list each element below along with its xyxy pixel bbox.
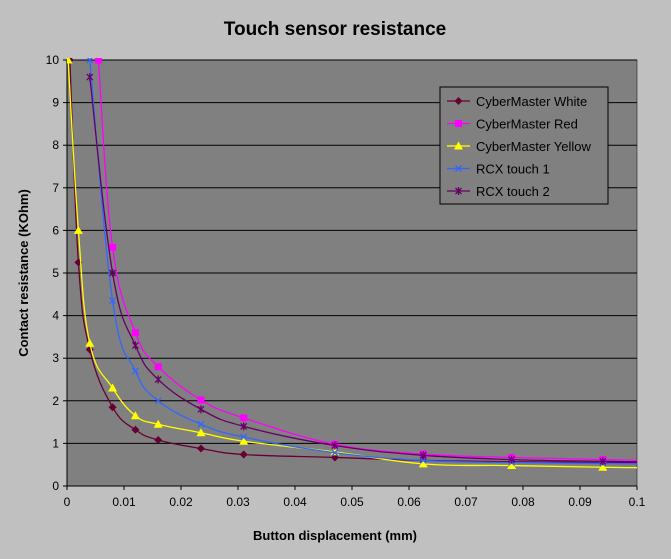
legend-entry: CyberMaster Red xyxy=(447,117,578,132)
legend-label: CyberMaster Yellow xyxy=(476,139,591,154)
data-point xyxy=(331,441,339,450)
data-point xyxy=(240,433,248,441)
data-point xyxy=(73,225,83,234)
legend-entry: RCX touch 1 xyxy=(447,162,550,177)
data-point xyxy=(154,397,162,405)
data-point xyxy=(418,459,428,468)
data-point xyxy=(154,363,162,371)
x-tick-label: 0.03 xyxy=(226,495,250,509)
data-point xyxy=(507,461,517,470)
legend-marker xyxy=(454,141,463,150)
legend-label: RCX touch 2 xyxy=(476,184,550,199)
legend-marker xyxy=(455,120,462,127)
y-tick-label: 4 xyxy=(52,309,59,323)
data-point xyxy=(240,414,248,422)
x-tick-label: 0.05 xyxy=(340,495,364,509)
data-point xyxy=(94,58,102,64)
data-point xyxy=(419,451,427,460)
data-point xyxy=(331,449,339,457)
data-point xyxy=(131,367,139,375)
legend-entry: CyberMaster Yellow xyxy=(447,139,591,154)
series-4 xyxy=(86,73,637,466)
data-point xyxy=(109,243,117,251)
x-tick-label: 0.04 xyxy=(283,495,307,509)
legend-entry: RCX touch 2 xyxy=(447,184,550,199)
data-point xyxy=(108,383,118,392)
y-tick-label: 3 xyxy=(52,351,59,365)
data-point xyxy=(154,375,162,384)
y-tick-label: 0 xyxy=(52,479,59,493)
legend-label: RCX touch 1 xyxy=(476,162,550,177)
data-point xyxy=(131,329,139,337)
x-axis: 0 0.01 0.02 0.03 0.04 0.05 0.06 0.07 0.08 0.09 0.1 xyxy=(64,485,646,509)
data-point xyxy=(197,405,205,414)
data-point xyxy=(419,456,427,464)
legend-marker xyxy=(455,165,462,172)
x-tick-label: 0.1 xyxy=(629,495,646,509)
x-axis-label: Button displacement (mm) xyxy=(253,528,417,543)
y-tick-label: 8 xyxy=(52,138,59,152)
series-2 xyxy=(67,58,637,471)
data-point xyxy=(197,396,205,404)
data-point xyxy=(85,338,95,347)
data-point xyxy=(153,419,163,428)
data-point xyxy=(196,428,206,437)
data-point xyxy=(598,462,608,471)
data-point xyxy=(197,420,205,428)
x-tick-label: 0.02 xyxy=(169,495,193,509)
legend-marker xyxy=(455,187,462,195)
x-tick-label: 0.08 xyxy=(511,495,535,509)
data-point xyxy=(108,403,117,412)
data-point xyxy=(131,425,140,434)
x-tick-label: 0.09 xyxy=(568,495,592,509)
series-layer xyxy=(67,58,637,471)
data-point xyxy=(196,444,205,453)
y-tick-label: 10 xyxy=(46,53,60,67)
data-point xyxy=(86,58,94,64)
data-point xyxy=(599,457,607,466)
data-point xyxy=(508,455,516,464)
y-axis: 0 1 2 3 4 5 6 7 8 9 10 xyxy=(46,53,68,493)
x-tick-label: 0 xyxy=(64,495,71,509)
chart-title: Touch sensor resistance xyxy=(224,19,446,40)
data-point xyxy=(239,436,249,445)
data-point xyxy=(240,422,248,431)
legend: CyberMaster White CyberMaster Red CyberMas… xyxy=(439,86,609,205)
data-point xyxy=(130,411,140,420)
data-point xyxy=(86,73,94,82)
x-tick-label: 0.01 xyxy=(112,495,136,509)
legend-label: CyberMaster White xyxy=(476,94,587,109)
y-tick-label: 6 xyxy=(52,223,59,237)
y-tick-label: 9 xyxy=(52,96,59,110)
data-point xyxy=(131,341,139,350)
legend-marker xyxy=(454,97,463,105)
legend-entry: CyberMaster White xyxy=(447,94,587,109)
y-tick-label: 7 xyxy=(52,181,59,195)
y-axis-label: Contact resistance (KOhm) xyxy=(16,189,31,357)
data-point xyxy=(67,58,73,64)
data-point xyxy=(109,297,117,305)
y-tick-label: 5 xyxy=(52,266,59,280)
y-tick-label: 2 xyxy=(52,394,59,408)
y-tick-label: 1 xyxy=(52,436,59,450)
x-tick-label: 0.07 xyxy=(454,495,478,509)
data-point xyxy=(239,450,248,459)
data-point xyxy=(154,435,163,444)
legend-label: CyberMaster Red xyxy=(476,117,578,132)
x-tick-label: 0.06 xyxy=(397,495,421,509)
data-point xyxy=(109,269,117,277)
